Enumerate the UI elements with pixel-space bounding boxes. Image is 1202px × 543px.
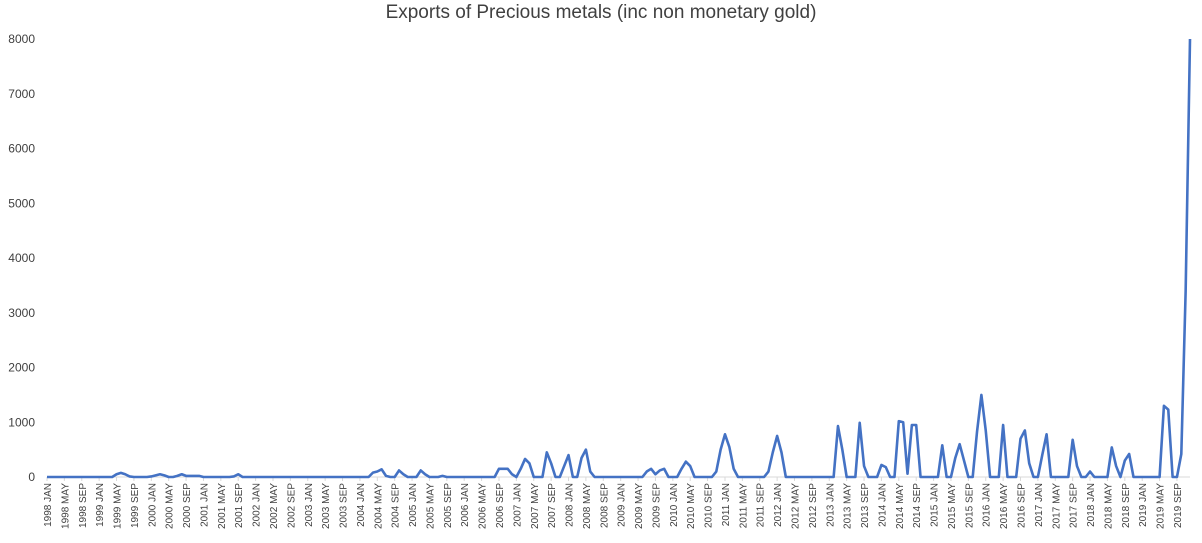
x-tick-label: 2011 MAY <box>738 483 749 529</box>
y-tick-label: 4000 <box>8 251 35 265</box>
x-tick-label: 2008 MAY <box>582 483 593 529</box>
x-tick-label: 2003 SEP <box>339 483 350 528</box>
x-tick-label: 2000 JAN <box>147 483 158 527</box>
x-tick-label: 2012 JAN <box>773 483 784 527</box>
x-tick-label: 2017 JAN <box>1034 483 1045 527</box>
y-tick-label: 6000 <box>8 142 35 156</box>
y-tick-label: 8000 <box>8 32 35 46</box>
x-tick-label: 2009 MAY <box>634 483 645 529</box>
x-tick-label: 2001 SEP <box>234 483 245 528</box>
y-tick-label: 2000 <box>8 361 35 375</box>
x-tick-label: 2004 JAN <box>356 483 367 527</box>
x-tick-label: 2018 SEP <box>1121 483 1132 528</box>
x-tick-label: 2015 SEP <box>964 483 975 528</box>
x-tick-label: 2004 MAY <box>373 483 384 529</box>
x-tick-label: 2014 JAN <box>877 483 888 527</box>
x-tick-label: 2010 SEP <box>704 483 715 528</box>
y-axis: 0 1000 2000 3000 4000 5000 6000 7000 8000 <box>8 32 35 484</box>
x-tick-label: 2002 SEP <box>286 483 297 528</box>
x-tick-label: 2014 MAY <box>895 483 906 529</box>
x-tick-label: 2010 JAN <box>669 483 680 527</box>
x-tick-label: 2002 MAY <box>269 483 280 529</box>
x-tick-label: 1998 MAY <box>60 483 71 529</box>
x-tick-label: 2011 JAN <box>721 483 732 526</box>
x-tick-label: 2016 SEP <box>1017 483 1028 528</box>
x-tick-label: 2003 JAN <box>304 483 315 527</box>
x-tick-label: 1998 SEP <box>78 483 89 528</box>
x-tick-label: 2009 SEP <box>651 483 662 528</box>
x-tick-label: 2012 MAY <box>791 483 802 529</box>
x-tick-label: 2013 MAY <box>843 483 854 529</box>
x-tick-label: 1999 MAY <box>113 483 124 529</box>
x-tick-label: 2005 JAN <box>408 483 419 527</box>
x-tick-label: 2017 MAY <box>1051 483 1062 529</box>
x-tick-label: 2002 JAN <box>252 483 263 527</box>
x-tick-label: 2006 SEP <box>495 483 506 528</box>
x-tick-label: 2007 MAY <box>530 483 541 529</box>
x-tick-label: 2006 MAY <box>478 483 489 529</box>
x-tick-label: 2014 SEP <box>912 483 923 528</box>
x-tick-label: 2010 MAY <box>686 483 697 529</box>
x-tick-label: 2012 SEP <box>808 483 819 528</box>
x-tick-label: 2017 SEP <box>1069 483 1080 528</box>
x-tick-label: 2016 MAY <box>999 483 1010 529</box>
x-tick-label: 1998 JAN <box>43 483 54 527</box>
x-tick-label: 2007 SEP <box>547 483 558 528</box>
x-tick-label: 2004 SEP <box>391 483 402 528</box>
x-tick-label: 2006 JAN <box>460 483 471 527</box>
x-tick-label: 2001 MAY <box>217 483 228 529</box>
x-tick-label: 2005 MAY <box>425 483 436 529</box>
x-tick-label: 2019 MAY <box>1156 483 1167 529</box>
x-tick-label: 2005 SEP <box>443 483 454 528</box>
x-tick-label: 2011 SEP <box>756 483 767 528</box>
series-line <box>47 38 1192 479</box>
x-tick-label: 2018 JAN <box>1086 483 1097 527</box>
x-axis: 1998 JAN 1998 MAY 1998 SEP 1999 JAN 1999 MAY… <box>43 477 1184 529</box>
x-tick-label: 2013 JAN <box>825 483 836 527</box>
x-tick-label: 2015 MAY <box>947 483 958 529</box>
x-tick-label: 2013 SEP <box>860 483 871 528</box>
x-tick-label: 2015 JAN <box>930 483 941 527</box>
x-tick-label: 2001 JAN <box>199 483 210 527</box>
x-tick-label: 2019 JAN <box>1138 483 1149 527</box>
x-tick-label: 1999 JAN <box>95 483 106 527</box>
x-tick-label: 1999 SEP <box>130 483 141 528</box>
x-tick-label: 2007 JAN <box>512 483 523 527</box>
x-tick-label: 2016 JAN <box>982 483 993 527</box>
x-tick-label: 2003 MAY <box>321 483 332 529</box>
y-tick-label: 0 <box>28 470 35 484</box>
x-tick-label: 2008 SEP <box>599 483 610 528</box>
x-tick-label: 2018 MAY <box>1103 483 1114 529</box>
x-tick-label: 2009 JAN <box>617 483 628 527</box>
y-tick-label: 5000 <box>8 196 35 210</box>
x-tick-label: 2008 JAN <box>565 483 576 527</box>
y-tick-label: 7000 <box>8 87 35 101</box>
x-tick-label: 2000 SEP <box>182 483 193 528</box>
y-tick-label: 1000 <box>8 415 35 429</box>
chart-title: Exports of Precious metals (inc non mone… <box>385 2 817 23</box>
x-tick-label: 2000 MAY <box>165 483 176 529</box>
x-tick-label: 2019 SEP <box>1173 483 1184 528</box>
y-tick-label: 3000 <box>8 306 35 320</box>
